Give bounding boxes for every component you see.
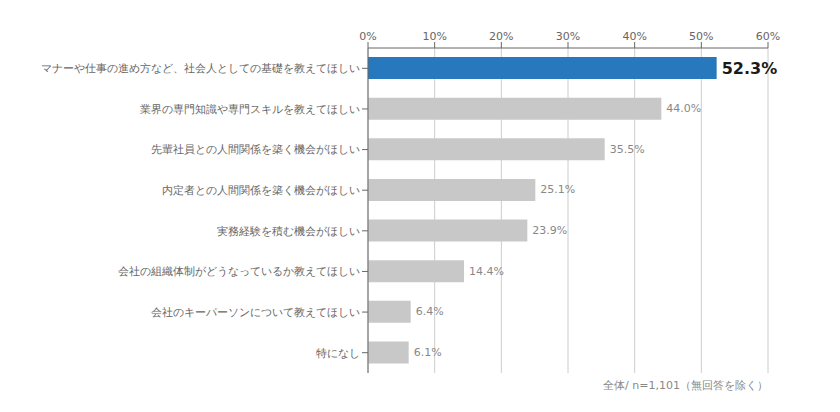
svg-text:実務経験を積む機会がほしい: 実務経験を積む機会がほしい [217,225,360,238]
svg-text:30%: 30% [556,30,580,43]
svg-text:52.3%: 52.3% [722,59,778,78]
svg-text:23.9%: 23.9% [532,224,567,237]
svg-text:会社の組織体制がどうなっているか教えてほしい: 会社の組織体制がどうなっているか教えてほしい [118,265,360,278]
svg-text:25.1%: 25.1% [540,183,575,196]
svg-text:会社のキーパーソンについて教えてほしい: 会社のキーパーソンについて教えてほしい [151,306,360,319]
svg-text:特になし: 特になし [316,347,360,360]
svg-text:先輩社員との人間関係を築く機会がほしい: 先輩社員との人間関係を築く機会がほしい [151,143,360,156]
svg-text:内定者との人間関係を築く機会がほしい: 内定者との人間関係を築く機会がほしい [162,184,360,197]
svg-text:マナーや仕事の進め方など、社会人としての基礎を教えてほしい: マナーや仕事の進め方など、社会人としての基礎を教えてほしい [41,62,360,75]
svg-text:業界の専門知識や専門スキルを教えてほしい: 業界の専門知識や専門スキルを教えてほしい [140,103,360,116]
svg-text:14.4%: 14.4% [469,265,504,278]
svg-text:20%: 20% [489,30,513,43]
svg-text:44.0%: 44.0% [666,102,701,115]
svg-text:60%: 60% [756,30,780,43]
svg-text:0%: 0% [359,30,376,43]
svg-text:50%: 50% [689,30,713,43]
svg-text:6.4%: 6.4% [416,305,444,318]
svg-text:35.5%: 35.5% [610,143,645,156]
svg-text:10%: 10% [422,30,446,43]
svg-text:6.1%: 6.1% [414,346,442,359]
svg-text:40%: 40% [622,30,646,43]
html-text:全体/ n=1,101（無回答を除く）: 全体/ n=1,101（無回答を除く） [603,379,768,392]
